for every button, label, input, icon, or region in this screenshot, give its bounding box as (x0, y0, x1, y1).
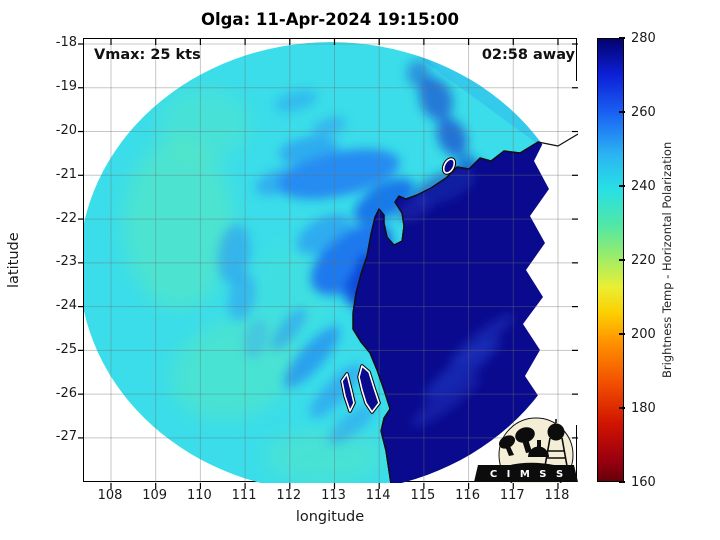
colorbar-tick-260 (619, 111, 625, 113)
x-tick-label-109: 109 (142, 488, 168, 503)
dirk-hartog-island (341, 373, 355, 412)
page-title: Olga: 11-Apr-2024 19:15:00 (200, 10, 460, 29)
satellite-dish-icon (498, 435, 516, 449)
colorbar-tick-180 (619, 407, 625, 409)
observatory-dome-icon (528, 446, 549, 457)
y-axis-label: latitude (6, 232, 22, 288)
cimss-logo: C I M S S (474, 417, 578, 483)
coastline-highlight (340, 134, 578, 483)
x-tick-label-118: 118 (544, 488, 570, 503)
y-tick-label--20: -20 (55, 123, 77, 139)
colorbar-tick-280 (619, 37, 625, 39)
map-plot-area: C I M S S (78, 38, 578, 489)
y-tick-label--19: -19 (55, 79, 77, 95)
y-tick-label--24: -24 (55, 298, 77, 314)
axis-ticks (78, 39, 578, 489)
colorbar-tick-label-220: 220 (631, 252, 656, 268)
colorbar-tick-240 (619, 185, 625, 187)
cimss-banner (474, 465, 578, 482)
cimss-banner-text: C I M S S (490, 469, 566, 480)
x-tick-label-112: 112 (276, 488, 302, 503)
y-tick-label--21: -21 (55, 166, 77, 182)
peron-peninsula (358, 365, 380, 413)
colorbar-tick-220 (619, 259, 625, 261)
vmax-annotation: Vmax: 25 kts (94, 47, 201, 63)
swath-jagged-edge (523, 81, 578, 425)
colorbar-tick-label-180: 180 (631, 400, 656, 416)
colorbar-tick-label-280: 280 (631, 30, 656, 46)
colorbar-tick-label-200: 200 (631, 326, 656, 342)
land-texture-streaks (395, 168, 514, 427)
y-tick-label--22: -22 (55, 210, 77, 226)
x-axis-label: longitude (295, 509, 365, 525)
y-tick-label--23: -23 (55, 254, 77, 270)
water-tower-icon (547, 423, 565, 441)
x-tick-label-115: 115 (410, 488, 436, 503)
y-tick-label--27: -27 (55, 429, 77, 445)
colorbar-tick-160 (619, 481, 625, 483)
colorbar-tick-label-240: 240 (631, 178, 656, 194)
colorbar-tick-label-160: 160 (631, 474, 656, 490)
eta-annotation: 02:58 away (481, 47, 575, 63)
colorbar-tick-200 (619, 333, 625, 335)
x-tick-label-108: 108 (97, 488, 123, 503)
y-tick-label--26: -26 (55, 385, 77, 401)
satellite-map: C I M S S (78, 39, 578, 489)
colorbar-tick-label-260: 260 (631, 104, 656, 120)
gridlines (84, 39, 578, 483)
x-tick-label-110: 110 (186, 488, 212, 503)
y-tick-label--18: -18 (55, 35, 77, 51)
y-tick-label--25: -25 (55, 341, 77, 357)
x-tick-label-111: 111 (231, 488, 257, 503)
x-tick-label-116: 116 (455, 488, 480, 503)
land-fill (353, 134, 578, 483)
x-tick-label-117: 117 (499, 488, 525, 503)
x-tick-label-113: 113 (321, 488, 346, 503)
barrow-island (442, 158, 456, 174)
x-tick-label-114: 114 (365, 488, 391, 503)
satellite-dish2-icon (515, 427, 535, 443)
